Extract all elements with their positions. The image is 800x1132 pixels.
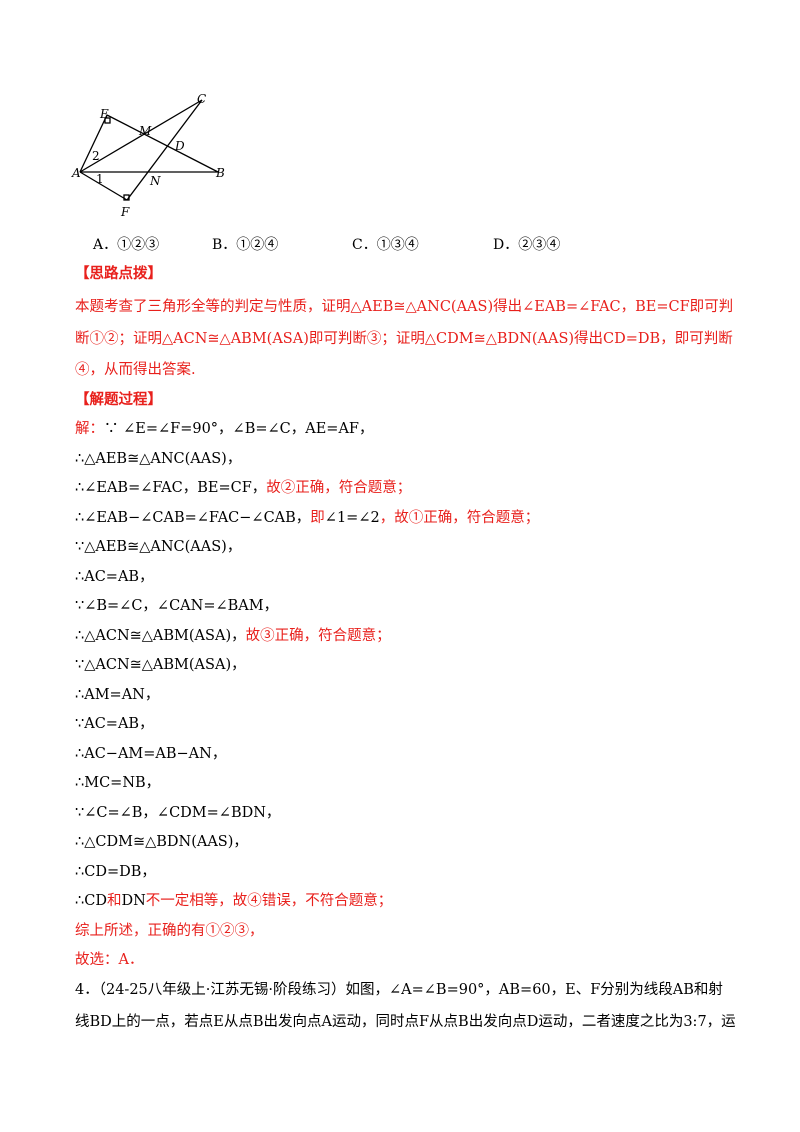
text-segment: ∵∠C=∠B，∠CDM=∠BDN， (75, 804, 281, 821)
solution-line: ∴∠EAB=∠FAC，BE=CF，故②正确，符合题意； (75, 476, 411, 497)
point-label: N (149, 174, 161, 188)
section-heading: 【思路点拨】 (75, 265, 162, 282)
text-segment: ∴∠EAB=∠FAC，BE=CF， (75, 480, 267, 496)
hint-line: 本题考查了三角形全等的判定与性质，证明△AEB≅△ANC(AAS)得出∠EAB=… (75, 299, 734, 315)
solution-line: ∴△ACN≅△ABM(ASA)，故③正确，符合题意； (75, 624, 391, 645)
solution-line: ∴CD=DB， (75, 860, 156, 881)
point-label: B (215, 166, 225, 180)
text-segment: 故③正确，符合题意； (245, 627, 391, 644)
angle-label: 1 (96, 172, 104, 186)
problem-line: 4．（24-25八年级上·江苏无锡·阶段练习）如图，∠A=∠B=90°，AB=6… (75, 982, 723, 998)
solution-line: ∴CD和DN不一定相等，故④错误，不符合题意； (75, 889, 392, 910)
text-segment: ∵ ∠E=∠F=90°，∠B=∠C，AE=AF， (104, 421, 374, 437)
text-segment: 故选：A． (75, 952, 144, 968)
solution-line: ∵△AEB≅△ANC(AAS)， (75, 535, 241, 556)
problem-line: 线BD上的一点，若点E从点B出发向点A运动，同时点F从点B出发向点D运动，二者速… (75, 1014, 736, 1030)
text-segment: ∴AM=AN， (75, 686, 160, 703)
solution-line: ∴AC−AM=AB−AN， (75, 742, 226, 763)
figure-lines (79, 99, 219, 201)
point-label: D (174, 139, 185, 153)
text-segment: ∵∠B=∠C，∠CAN=∠BAM， (75, 598, 279, 614)
solution-line: 综上所述，正确的有①②③， (75, 919, 264, 940)
text-segment: 解： (75, 421, 104, 437)
option: D．②③④ (493, 237, 561, 253)
solution-line: ∵∠B=∠C，∠CAN=∠BAM， (75, 594, 278, 615)
solution-line: ∵∠C=∠B，∠CDM=∠BDN， (75, 801, 280, 822)
solution-line: 解：∵ ∠E=∠F=90°，∠B=∠C，AE=AF， (75, 417, 374, 438)
solution-line: ∴△CDM≅△BDN(AAS)， (75, 830, 248, 851)
solution-line: ∴AC=AB， (75, 565, 154, 586)
solution-line: ∴AM=AN， (75, 683, 159, 704)
text-segment: ∴AC−AM=AB−AN， (75, 745, 227, 762)
text-segment: ∴△CDM≅△BDN(AAS)， (75, 834, 248, 850)
text-segment: ∴AC=AB， (75, 568, 154, 585)
point-label: M (138, 124, 152, 138)
text-segment: 故②正确，符合题意； (266, 480, 412, 496)
option: B．①②④ (212, 237, 279, 253)
point-label: F (120, 205, 130, 219)
text-segment: ∴△ACN≅△ABM(ASA)， (75, 627, 246, 644)
text-segment: DN (121, 893, 146, 909)
point-label: E (99, 107, 109, 121)
solution-line: ∴MC=NB， (75, 771, 160, 792)
figure: C E M D A 2 1 N B F (71, 92, 225, 219)
solution-line: ∴△AEB≅△ANC(AAS)， (75, 447, 241, 468)
text-segment: ∴△AEB≅△ANC(AAS)， (75, 450, 242, 467)
solution-line: ∴∠EAB−∠CAB=∠FAC−∠CAB，即∠1=∠2，故①正确，符合题意； (75, 506, 539, 527)
text-segment: 不一定相等，故④错误，不符合题意； (145, 893, 393, 909)
point-label: C (197, 92, 206, 106)
text-segment: ∴CD (75, 893, 107, 909)
text-segment: 和 (106, 893, 122, 909)
text-segment: ∠1=∠2 (324, 509, 380, 526)
hint-line: 断①②；证明△ACN≅△ABM(ASA)即可判断③；证明△CDM≅△BDN(AA… (75, 330, 733, 347)
hint-line: ④，从而得出答案. (75, 362, 196, 378)
section-heading: 【解题过程】 (75, 391, 162, 408)
solution-line: ∵AC=AB， (75, 712, 154, 733)
point-label: A (71, 166, 81, 180)
text-segment: 即 (310, 509, 325, 526)
text-segment: ∴∠EAB−∠CAB=∠FAC−∠CAB， (75, 509, 311, 526)
angle-label: 2 (92, 149, 100, 163)
text-segment: ∴CD=DB， (75, 863, 156, 880)
text-segment: ∵AC=AB， (75, 716, 154, 732)
text-segment: 综上所述，正确的有①②③， (75, 922, 264, 939)
option: C．①③④ (352, 237, 419, 253)
solution-line: ∵△ACN≅△ABM(ASA)， (75, 653, 246, 674)
text-segment: ，故①正确，符合题意； (379, 509, 540, 526)
option: A．①②③ (93, 237, 160, 253)
text-segment: ∵△AEB≅△ANC(AAS)， (75, 539, 242, 555)
text-segment: ∵△ACN≅△ABM(ASA)， (75, 657, 246, 673)
text-segment: ∴MC=NB， (75, 775, 161, 791)
solution-line: 故选：A． (75, 948, 143, 969)
